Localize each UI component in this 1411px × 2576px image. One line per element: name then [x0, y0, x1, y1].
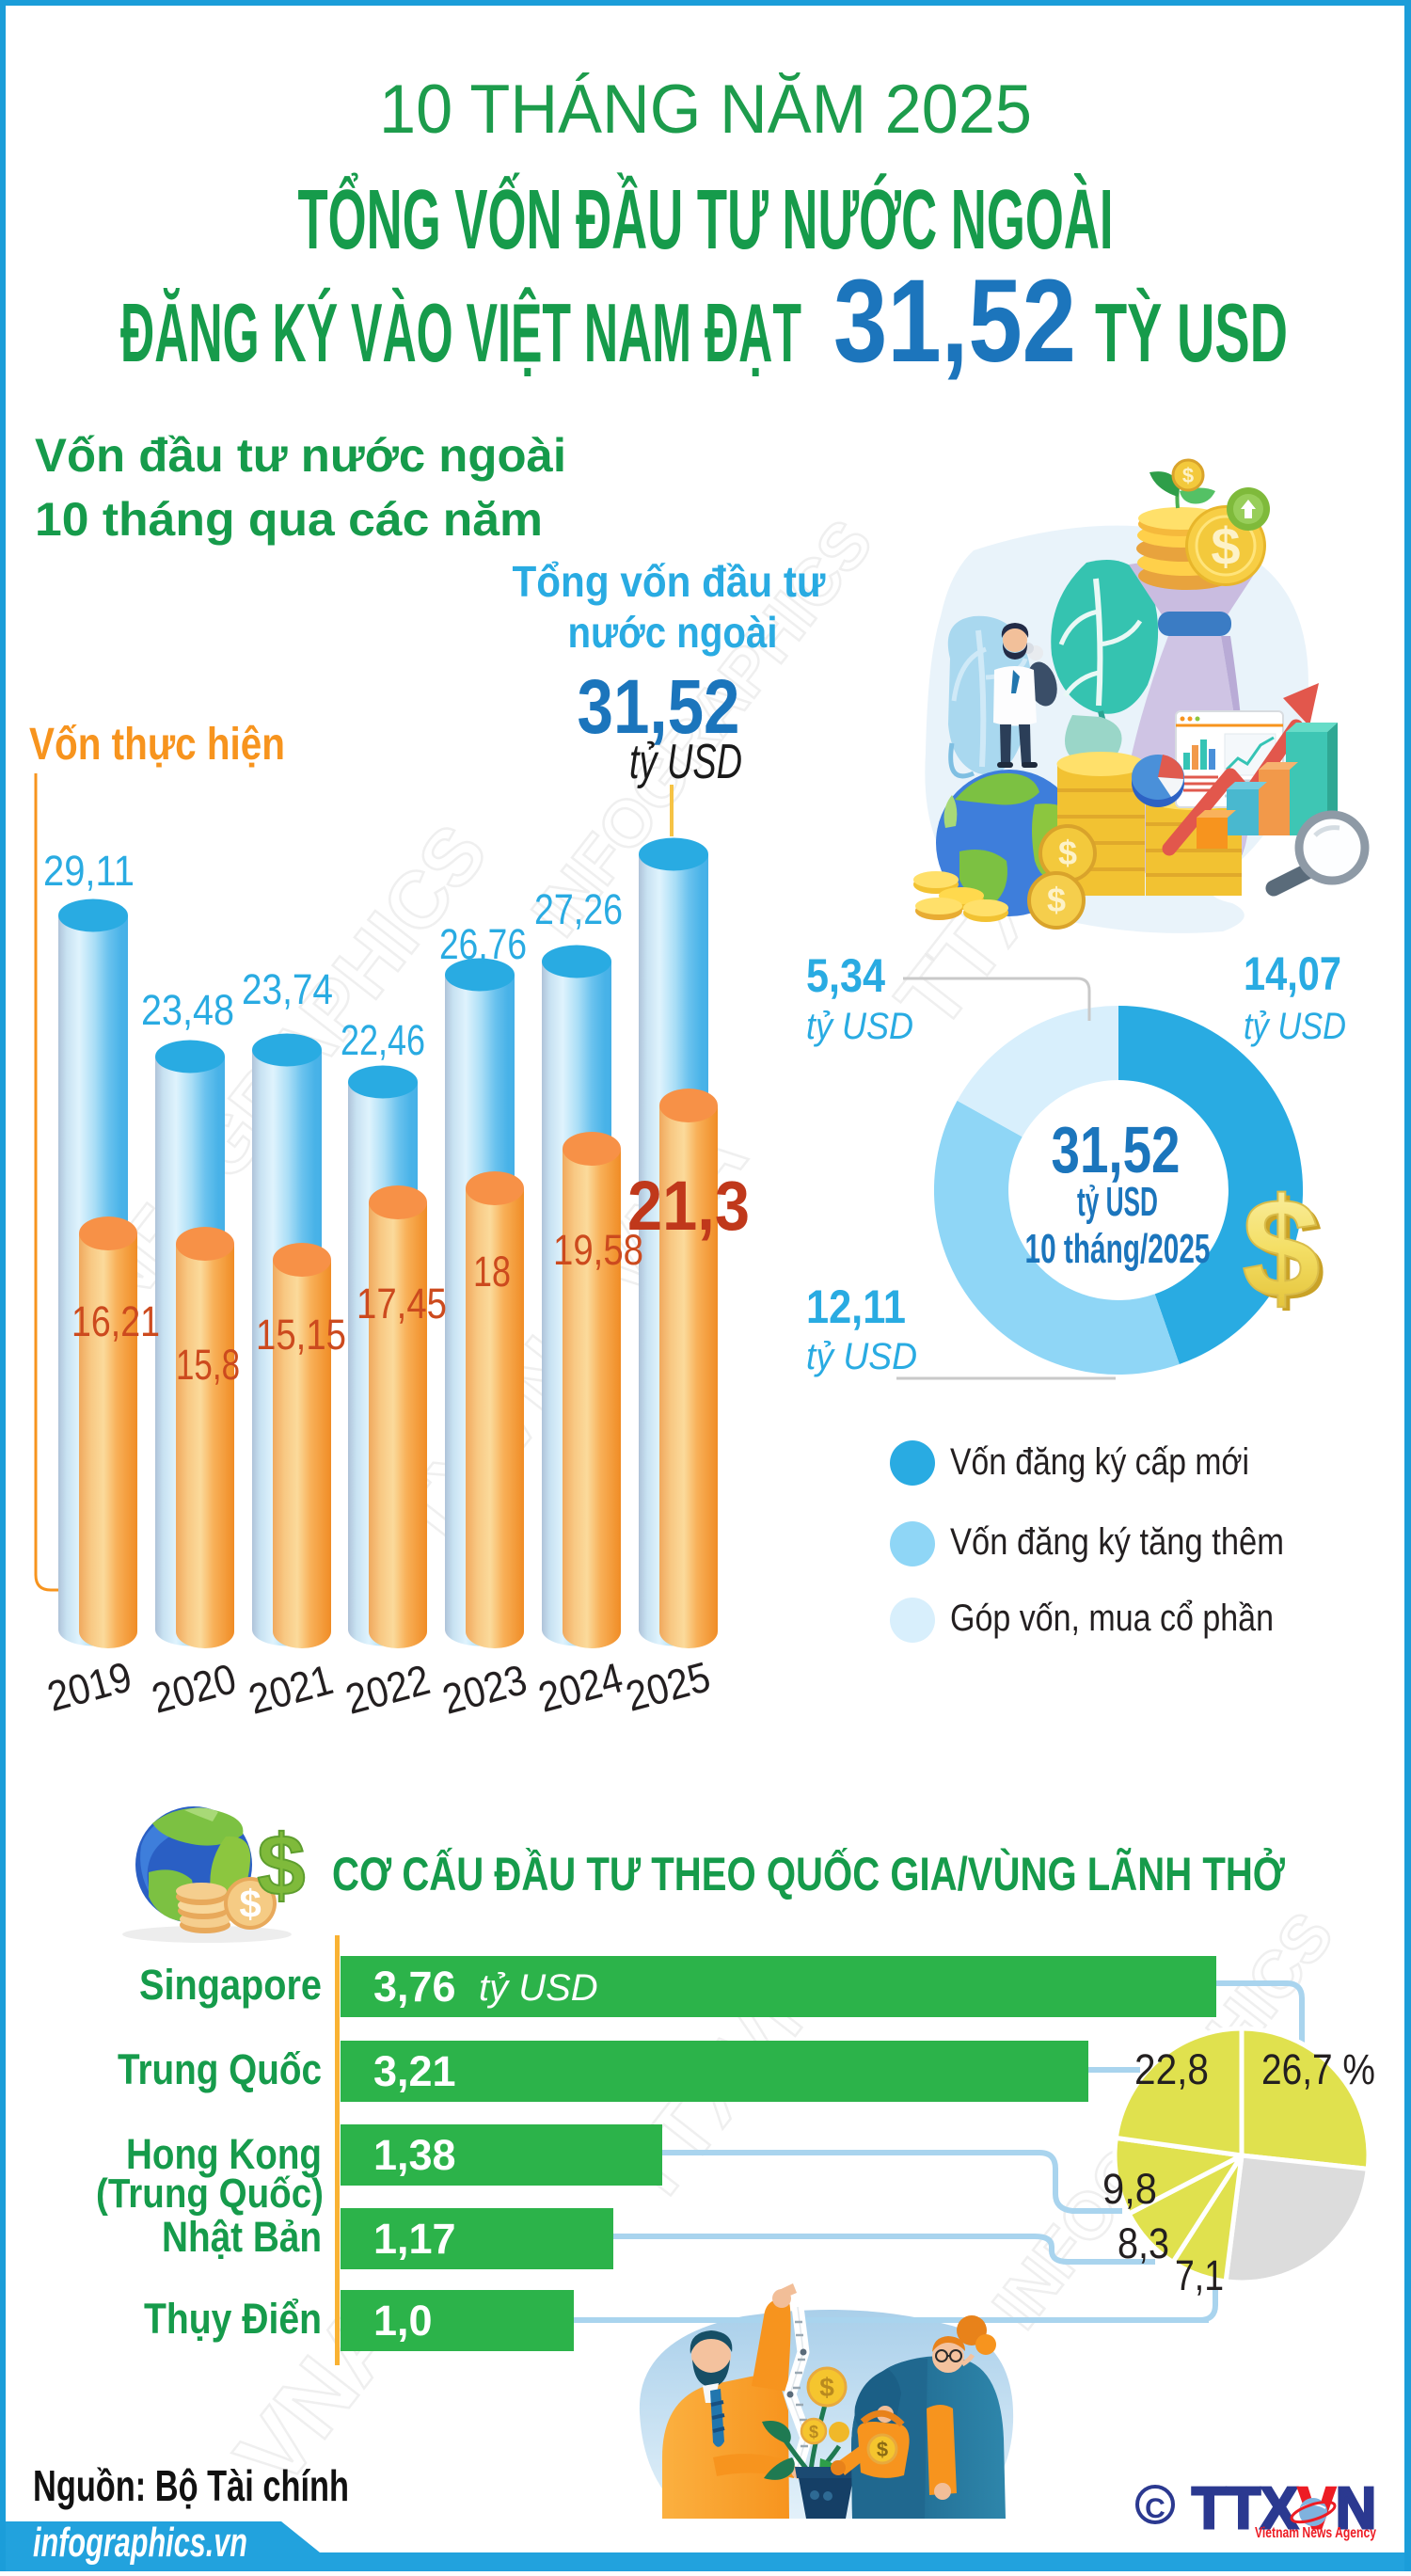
svg-text:3,21: 3,21: [373, 2047, 456, 2095]
svg-text:5,34: 5,34: [806, 949, 885, 1002]
svg-text:tỷ USD: tỷ USD: [1244, 1006, 1346, 1047]
svg-text:10 THÁNG NĂM 2025: 10 THÁNG NĂM 2025: [379, 72, 1032, 148]
svg-text:3,76: 3,76: [373, 1963, 456, 2011]
svg-text:ĐĂNG KÝ VÀO VIỆT NAM ĐẠT: ĐĂNG KÝ VÀO VIỆT NAM ĐẠT: [120, 286, 801, 379]
svg-text:CƠ CẤU ĐẦU TƯ THEO QUỐC GIA/VÙ: CƠ CẤU ĐẦU TƯ THEO QUỐC GIA/VÙNG LÃNH TH…: [332, 1847, 1285, 1900]
svg-text:(Trung Quốc): (Trung Quốc): [96, 2171, 324, 2217]
svg-text:23,48: 23,48: [141, 986, 234, 1034]
svg-text:Vốn đăng ký cấp mới: Vốn đăng ký cấp mới: [950, 1441, 1249, 1483]
svg-text:tỷ USD: tỷ USD: [806, 1336, 917, 1377]
svg-text:31,52: 31,52: [833, 256, 1076, 387]
svg-text:tỷ USD: tỷ USD: [806, 1006, 913, 1047]
svg-text:Tổng vốn đầu tư: Tổng vốn đầu tư: [513, 557, 827, 606]
svg-text:15,8: 15,8: [176, 1341, 240, 1389]
svg-text:10 tháng qua các năm: 10 tháng qua các năm: [35, 493, 543, 546]
svg-text:TỲ USD: TỲ USD: [1095, 286, 1288, 379]
svg-text:$: $: [257, 1818, 305, 1914]
svg-text:Nhật Bản: Nhật Bản: [162, 2213, 322, 2261]
svg-text:1,38: 1,38: [373, 2131, 456, 2179]
svg-text:26,76: 26,76: [439, 920, 527, 968]
svg-text:Thụy Điển: Thụy Điển: [144, 2295, 322, 2343]
svg-text:7,1: 7,1: [1175, 2251, 1224, 2299]
svg-text:26,7 %: 26,7 %: [1261, 2045, 1375, 2093]
svg-text:31,52: 31,52: [578, 664, 740, 750]
svg-text:27,26: 27,26: [534, 885, 623, 933]
svg-text:16,21: 16,21: [71, 1297, 160, 1345]
svg-text:Vốn thực hiện: Vốn thực hiện: [29, 720, 285, 770]
svg-text:Góp vốn, mua cổ phần: Góp vốn, mua cổ phần: [950, 1598, 1274, 1639]
svg-text:C: C: [1145, 2493, 1165, 2524]
svg-text:$: $: [809, 2423, 818, 2441]
svg-text:Trung Quốc: Trung Quốc: [118, 2045, 322, 2093]
svg-text:$: $: [239, 1882, 261, 1926]
svg-text:TỔNG VỐN ĐẦU TƯ NƯỚC NGOÀI: TỔNG VỐN ĐẦU TƯ NƯỚC NGOÀI: [298, 171, 1114, 267]
svg-text:nước ngoài: nước ngoài: [568, 608, 778, 657]
svg-text:Vốn đầu tư nước ngoài: Vốn đầu tư nước ngoài: [35, 429, 566, 482]
svg-text:Nguồn: Bộ Tài chính: Nguồn: Bộ Tài chính: [33, 2461, 349, 2510]
svg-text:23,74: 23,74: [242, 965, 333, 1013]
svg-text:15,15: 15,15: [256, 1311, 346, 1359]
svg-text:Vốn đăng ký tăng thêm: Vốn đăng ký tăng thêm: [950, 1521, 1284, 1563]
svg-text:21,3: 21,3: [627, 1167, 750, 1245]
svg-text:1,0: 1,0: [373, 2297, 433, 2345]
svg-text:tỷ USD: tỷ USD: [1077, 1179, 1158, 1225]
svg-text:22,46: 22,46: [341, 1016, 425, 1064]
svg-text:8,3: 8,3: [1118, 2219, 1169, 2267]
svg-text:tỷ USD: tỷ USD: [629, 735, 742, 789]
svg-text:$: $: [1246, 1172, 1324, 1330]
svg-text:18: 18: [473, 1248, 511, 1296]
svg-text:14,07: 14,07: [1244, 947, 1341, 1000]
svg-text:17,45: 17,45: [357, 1280, 447, 1328]
svg-text:Singapore: Singapore: [139, 1961, 322, 2009]
svg-text:infographics.vn: infographics.vn: [33, 2520, 247, 2566]
svg-text:19,58: 19,58: [553, 1226, 643, 1274]
svg-text:tỷ USD: tỷ USD: [479, 1967, 598, 2009]
svg-text:$: $: [877, 2438, 888, 2461]
svg-text:Hong Kong: Hong Kong: [126, 2130, 322, 2178]
svg-text:9,8: 9,8: [1102, 2165, 1157, 2213]
svg-text:1,17: 1,17: [373, 2215, 456, 2263]
svg-text:29,11: 29,11: [43, 847, 135, 895]
svg-text:Vietnam News Agency: Vietnam News Agency: [1255, 2525, 1376, 2541]
svg-text:$: $: [819, 2373, 834, 2402]
svg-text:31,52: 31,52: [1052, 1113, 1181, 1186]
svg-text:$: $: [1182, 464, 1194, 487]
svg-text:$: $: [1047, 881, 1066, 919]
svg-text:22,8: 22,8: [1134, 2045, 1209, 2093]
svg-text:10 tháng/2025: 10 tháng/2025: [1025, 1226, 1211, 1272]
svg-text:$: $: [1242, 1169, 1320, 1327]
svg-text:12,11: 12,11: [806, 1280, 906, 1333]
svg-text:$: $: [1058, 834, 1077, 872]
